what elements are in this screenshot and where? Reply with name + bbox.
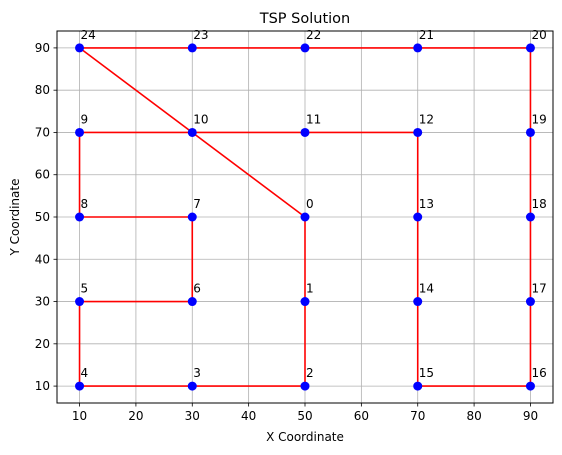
chart-title: TSP Solution xyxy=(259,11,350,27)
x-tick-label: 20 xyxy=(128,409,143,423)
city-point xyxy=(300,43,310,53)
y-tick-label: 20 xyxy=(35,337,50,351)
city-label: 0 xyxy=(306,197,314,211)
x-tick-label: 70 xyxy=(410,409,425,423)
city-label: 17 xyxy=(531,282,546,296)
city-point xyxy=(525,127,535,137)
city-point xyxy=(525,297,535,307)
city-point xyxy=(75,43,85,53)
city-label: 16 xyxy=(531,366,546,380)
city-label: 7 xyxy=(193,197,201,211)
city-label: 15 xyxy=(419,366,434,380)
city-points xyxy=(75,43,535,391)
city-point xyxy=(300,381,310,391)
x-tick-label: 10 xyxy=(72,409,87,423)
city-label: 22 xyxy=(306,28,321,42)
y-tick-label: 50 xyxy=(35,210,50,224)
city-point xyxy=(525,43,535,53)
y-axis-title: Y Coordinate xyxy=(8,179,22,257)
y-tick-label: 70 xyxy=(35,125,50,139)
city-label: 21 xyxy=(419,28,434,42)
city-label: 10 xyxy=(193,112,208,126)
city-point xyxy=(300,212,310,222)
city-point xyxy=(187,127,197,137)
y-tick-label: 90 xyxy=(35,41,50,55)
x-axis-ticks: 10 20 30 40 50 60 70 80 90 xyxy=(72,403,538,423)
city-point xyxy=(75,381,85,391)
city-point xyxy=(300,127,310,137)
city-point xyxy=(187,297,197,307)
city-label: 9 xyxy=(81,112,89,126)
city-point xyxy=(75,127,85,137)
city-point xyxy=(187,381,197,391)
city-point xyxy=(300,297,310,307)
city-label: 19 xyxy=(531,112,546,126)
city-point xyxy=(75,297,85,307)
city-point xyxy=(525,212,535,222)
city-point xyxy=(413,381,423,391)
y-axis-ticks: 10 20 30 40 50 60 70 80 90 xyxy=(35,41,57,393)
x-tick-label: 30 xyxy=(185,409,200,423)
x-tick-label: 60 xyxy=(354,409,369,423)
city-label: 23 xyxy=(193,28,208,42)
x-tick-label: 80 xyxy=(466,409,481,423)
city-label: 11 xyxy=(306,112,321,126)
city-label: 8 xyxy=(81,197,89,211)
city-point xyxy=(187,212,197,222)
x-tick-label: 40 xyxy=(241,409,256,423)
city-label: 4 xyxy=(81,366,89,380)
x-axis-title: X Coordinate xyxy=(266,430,344,444)
x-tick-label: 90 xyxy=(523,409,538,423)
city-label: 14 xyxy=(419,282,434,296)
city-label: 13 xyxy=(419,197,434,211)
city-label: 20 xyxy=(531,28,546,42)
route-path xyxy=(78,47,532,387)
y-tick-label: 60 xyxy=(35,168,50,182)
y-tick-label: 10 xyxy=(35,379,50,393)
city-point xyxy=(75,212,85,222)
y-tick-label: 40 xyxy=(35,252,50,266)
city-point xyxy=(413,212,423,222)
city-label: 6 xyxy=(193,282,201,296)
city-label: 12 xyxy=(419,112,434,126)
city-label: 3 xyxy=(193,366,201,380)
city-label: 18 xyxy=(531,197,546,211)
x-tick-label: 50 xyxy=(297,409,312,423)
y-tick-label: 30 xyxy=(35,295,50,309)
city-point xyxy=(413,297,423,307)
city-label: 5 xyxy=(81,282,89,296)
y-tick-label: 80 xyxy=(35,83,50,97)
city-point xyxy=(413,127,423,137)
city-label: 2 xyxy=(306,366,314,380)
city-point xyxy=(525,381,535,391)
city-point xyxy=(187,43,197,53)
city-point xyxy=(413,43,423,53)
city-label: 1 xyxy=(306,282,314,296)
city-label: 24 xyxy=(81,28,96,42)
